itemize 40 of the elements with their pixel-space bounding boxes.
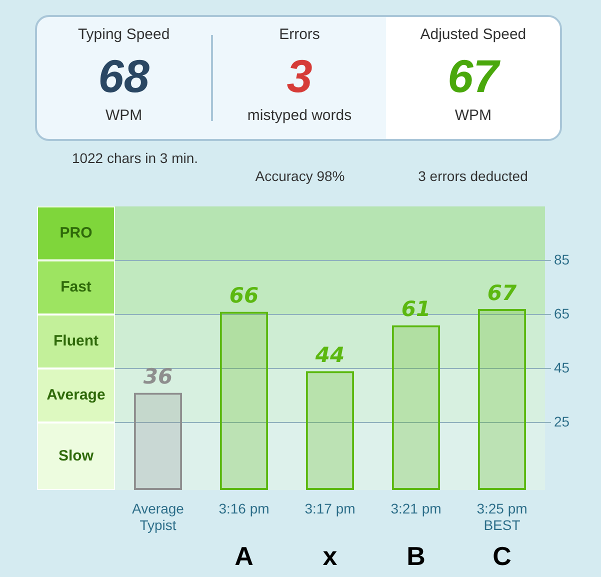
text: B [406,541,426,572]
text: 1022 chars in 3 min. [70,150,200,166]
y-tick-label: 25 [554,413,570,430]
x-tick-label: 3:25 pm BEST [476,500,528,534]
text: 3 errors deducted [417,168,529,184]
bar [478,309,526,490]
text: 67 [446,49,502,103]
data-label: 67 [487,280,517,305]
data-label: 44 [314,343,345,368]
data-label: 36 [143,364,173,389]
x-tick-label: 3:17 pm [304,500,356,516]
y-tick-label: 65 [554,305,570,322]
text: x [322,541,338,572]
text: Adjusted Speed [419,26,528,43]
text: C [492,541,512,572]
bar [392,325,440,490]
data-label: 61 [401,297,431,322]
bar [306,371,354,490]
bar [220,312,268,490]
text: Errors [278,26,321,43]
bar [134,392,182,490]
text: 3 [286,49,314,103]
band-label: Average [46,386,106,404]
text: 68 [97,49,150,103]
text: mistyped words [246,107,353,124]
text: Accuracy 98% [254,168,346,184]
text: Typing Speed [76,26,171,43]
band-label: Fast [60,278,92,296]
band-label: PRO [60,224,93,242]
x-tick-label: Average Typist [132,500,184,534]
text: WPM [104,107,144,124]
data-label: 66 [229,284,259,308]
x-tick-label: 3:16 pm [218,500,270,516]
text: WPM [454,107,493,124]
text: A [234,541,254,572]
y-tick-label: 85 [554,251,570,268]
band-label: Fluent [54,332,98,350]
band-label: Slow [58,447,94,464]
y-tick-label: 45 [554,359,570,376]
x-tick-label: 3:21 pm [390,500,442,516]
